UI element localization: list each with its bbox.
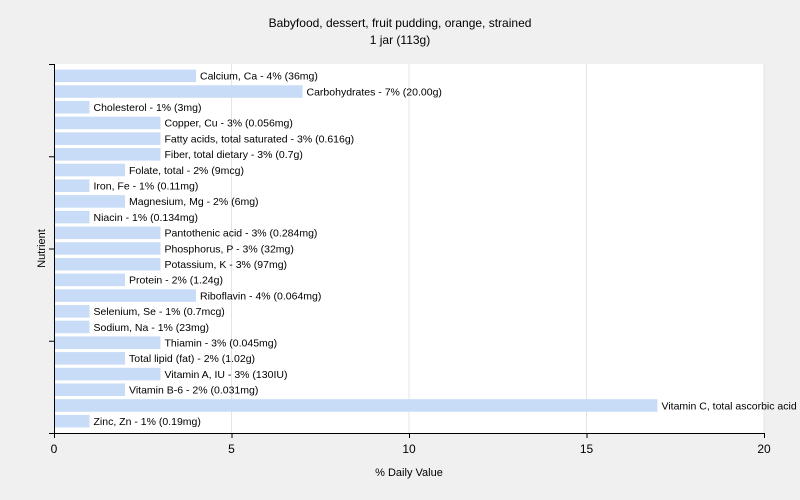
bar [55, 399, 658, 412]
bar-label: Magnesium, Mg - 2% (6mg) [129, 196, 259, 208]
bar-label: Sodium, Na - 1% (23mg) [94, 322, 210, 334]
bar-label: Phosphorus, P - 3% (32mg) [165, 243, 294, 255]
bar [55, 289, 196, 302]
bar [55, 352, 125, 365]
bar-label: Total lipid (fat) - 2% (1.02g) [129, 353, 255, 365]
bar [55, 69, 196, 83]
bar [55, 257, 161, 271]
bar [55, 226, 161, 240]
bar [55, 383, 125, 397]
bar [55, 336, 161, 349]
bar-label: Cholesterol - 1% (3mg) [94, 102, 202, 114]
x-tick-label: 20 [757, 442, 771, 456]
x-tick-label: 10 [402, 442, 416, 456]
bar [55, 85, 303, 98]
bar [55, 195, 125, 208]
bar [55, 116, 161, 130]
y-axis-label: Nutrient [36, 229, 48, 268]
bar [55, 320, 90, 334]
bar-label: Selenium, Se - 1% (0.7mcg) [94, 306, 225, 318]
bar-label: Vitamin B-6 - 2% (0.031mg) [129, 385, 258, 397]
chart-title: Babyfood, dessert, fruit pudding, orange… [268, 16, 532, 30]
bar [55, 163, 125, 177]
x-tick-label: 5 [228, 442, 235, 456]
bar-label: Potassium, K - 3% (97mg) [165, 259, 288, 271]
x-tick-label: 15 [580, 442, 594, 456]
bar [55, 305, 90, 318]
bar-label: Thiamin - 3% (0.045mg) [165, 337, 278, 349]
bar [55, 179, 90, 192]
bar [55, 132, 161, 145]
bar [55, 273, 125, 287]
bar-label: Fatty acids, total saturated - 3% (0.616… [165, 133, 355, 145]
bar-label: Carbohydrates - 7% (20.00g) [307, 86, 442, 98]
bar [55, 210, 90, 224]
chart-subtitle: 1 jar (113g) [369, 33, 431, 47]
x-axis-label: % Daily Value [375, 467, 443, 479]
bar-label: Vitamin C, total ascorbic acid - 17% (10… [662, 400, 800, 412]
bar-label: Protein - 2% (1.24g) [129, 275, 223, 287]
x-tick-label: 0 [51, 442, 58, 456]
bar [55, 100, 90, 114]
bar-label: Fiber, total dietary - 3% (0.7g) [165, 149, 303, 161]
bar-label: Copper, Cu - 3% (0.056mg) [165, 118, 293, 130]
bar-label: Iron, Fe - 1% (0.11mg) [94, 181, 199, 193]
bar [55, 242, 161, 255]
bar-label: Riboflavin - 4% (0.064mg) [200, 290, 321, 302]
bar [55, 414, 90, 428]
bar [55, 148, 161, 161]
bar [55, 367, 161, 381]
bar-label: Folate, total - 2% (9mcg) [129, 165, 244, 177]
bar-label: Vitamin A, IU - 3% (130IU) [165, 369, 288, 381]
bar-label: Niacin - 1% (0.134mg) [94, 212, 198, 224]
bar-label: Calcium, Ca - 4% (36mg) [200, 71, 318, 83]
bar-label: Zinc, Zn - 1% (0.19mg) [94, 416, 201, 428]
bar-label: Pantothenic acid - 3% (0.284mg) [165, 228, 318, 240]
